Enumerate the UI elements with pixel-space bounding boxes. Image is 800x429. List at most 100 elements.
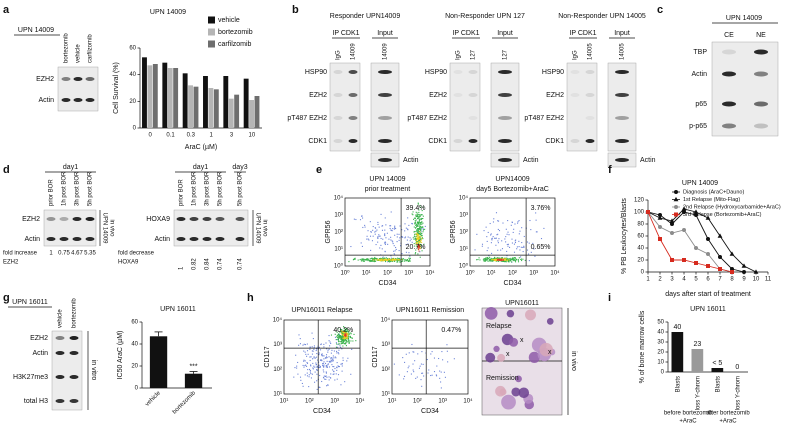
flow-event	[513, 257, 515, 259]
flow-event	[343, 338, 346, 340]
flow-event	[322, 364, 324, 366]
flow-event	[498, 259, 500, 261]
flow-event	[395, 228, 397, 230]
flow-event	[330, 352, 332, 354]
flow-event	[388, 258, 390, 260]
blot-title: Non-Responder UPN 14005	[558, 13, 646, 20]
marker	[718, 267, 722, 271]
flow-event	[380, 237, 382, 240]
flow-event	[393, 228, 395, 230]
flow-event	[487, 258, 489, 260]
flow-event	[416, 242, 418, 245]
lane-label: IgG	[336, 50, 342, 60]
flow-event	[503, 260, 505, 262]
flow-event	[419, 246, 421, 248]
flow-event	[404, 361, 406, 363]
flow-event	[508, 260, 510, 262]
flow-event	[523, 245, 525, 247]
flow-event	[325, 378, 327, 380]
flow-event	[421, 221, 423, 223]
flow-event	[417, 202, 419, 204]
marker	[669, 218, 675, 223]
flow-event	[514, 241, 517, 244]
flow-event	[321, 353, 323, 355]
flow-event	[377, 223, 379, 226]
legend-swatch	[208, 16, 215, 24]
x-tick-label: 10⁴	[550, 270, 560, 277]
flow-event	[507, 220, 509, 222]
marker	[718, 255, 722, 259]
blot-band	[722, 49, 736, 55]
flow-event	[303, 360, 305, 362]
flow-event	[321, 355, 323, 357]
flow-event	[512, 231, 514, 233]
flow-event	[324, 362, 327, 364]
flow-event	[421, 226, 424, 228]
flow-event	[436, 365, 438, 367]
flow-event	[483, 259, 485, 261]
flow-event	[411, 223, 413, 225]
blot-band	[189, 217, 199, 221]
flow-event	[385, 258, 387, 261]
flow-event	[487, 247, 489, 249]
bar	[213, 89, 219, 128]
flow-event	[307, 369, 309, 371]
flow-event	[419, 242, 421, 244]
flow-event	[335, 346, 337, 348]
flow-event	[376, 258, 378, 260]
flow-event	[387, 259, 389, 261]
flow-event	[340, 339, 342, 341]
flow-event	[396, 259, 398, 261]
flow-event	[415, 215, 417, 217]
panel-letter: e	[316, 164, 322, 176]
flow-event	[357, 259, 359, 261]
row-label: Actin	[691, 71, 707, 78]
flow-event	[520, 246, 522, 248]
flow-event	[408, 257, 410, 259]
flow-event	[420, 226, 422, 228]
flow-event	[332, 365, 334, 368]
flow-event	[377, 221, 379, 223]
blot-band	[69, 351, 79, 355]
flow-event	[342, 337, 344, 339]
flow-event	[418, 239, 420, 241]
flow-event	[415, 243, 417, 245]
flow-event	[535, 212, 537, 214]
row-label: Actin	[523, 157, 539, 164]
flow-event	[347, 336, 349, 338]
marker	[658, 213, 662, 217]
lane-label: 3h post BOR	[205, 171, 211, 206]
flow-event	[343, 341, 345, 343]
lane-label: 127	[503, 49, 509, 60]
value-label: 0	[735, 364, 739, 371]
blot-band	[453, 139, 463, 143]
flow-event	[362, 258, 364, 260]
flow-event	[419, 231, 421, 233]
flow-event	[342, 359, 344, 361]
flow-event	[418, 235, 420, 238]
flow-event	[420, 238, 422, 240]
flow-event	[333, 350, 335, 352]
flow-event	[316, 366, 318, 368]
flow-event	[314, 366, 316, 368]
blot-band	[468, 93, 478, 97]
blot-band	[585, 70, 595, 74]
flow-event	[419, 221, 421, 224]
lane-label: IgG	[456, 50, 462, 60]
lane-label: prior BOR	[49, 179, 55, 206]
bar	[208, 88, 214, 128]
flow-event	[497, 260, 499, 263]
flow-event	[417, 253, 419, 255]
flow-event	[431, 351, 433, 353]
flow-event	[387, 261, 389, 263]
flow-event	[505, 228, 507, 230]
flow-event	[312, 367, 314, 369]
flow-event	[416, 237, 418, 239]
flow-event	[411, 241, 413, 243]
flow-event	[293, 376, 295, 378]
flow-event	[420, 244, 422, 246]
flow-event	[345, 339, 347, 341]
flow-event	[367, 260, 369, 262]
marker	[693, 209, 699, 214]
flow-event	[397, 257, 399, 259]
